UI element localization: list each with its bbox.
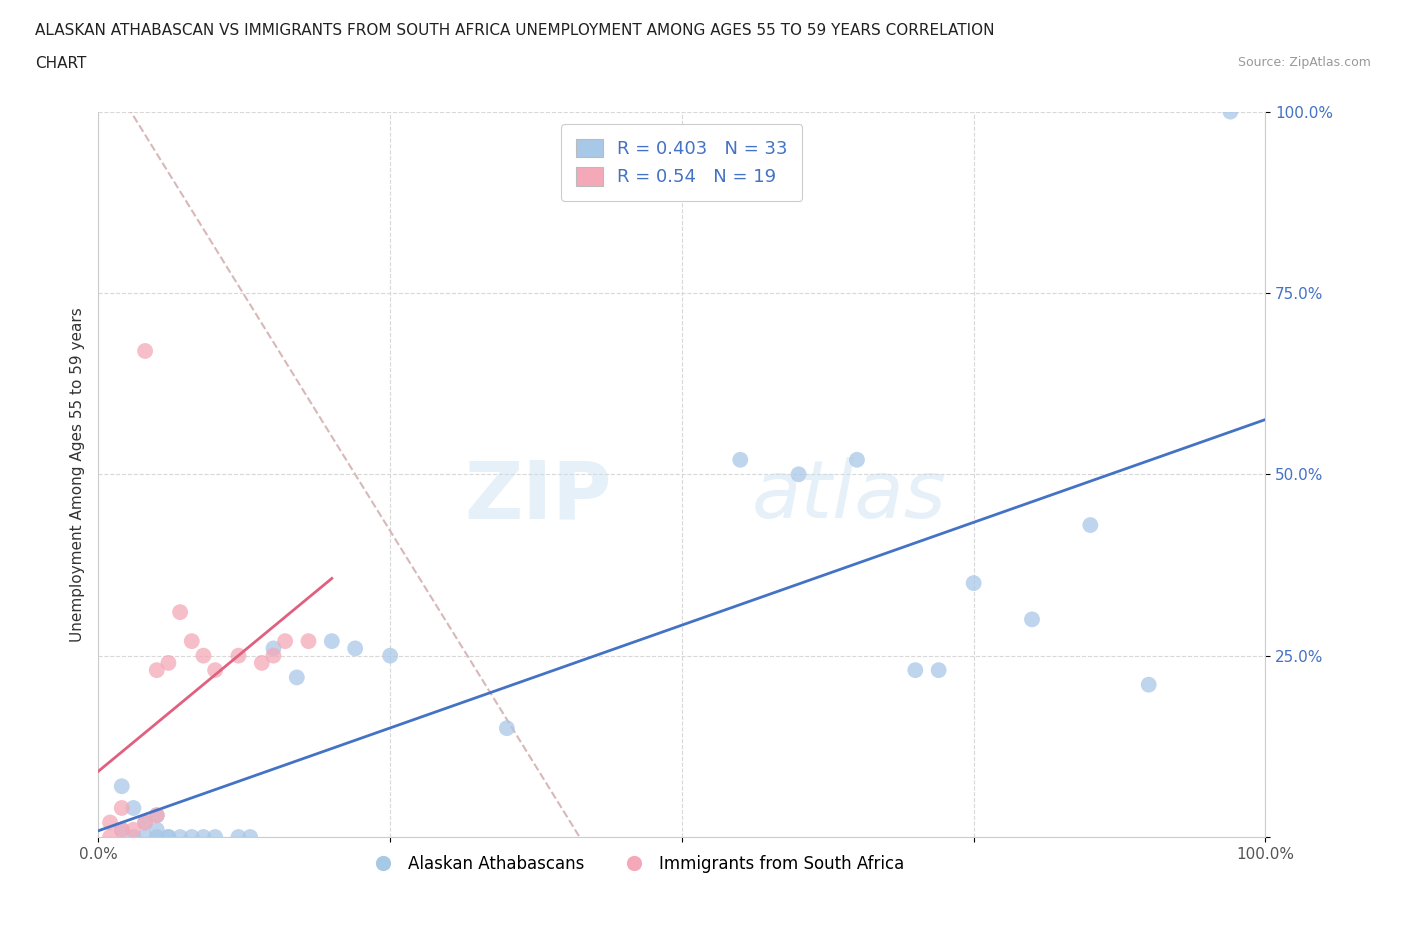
Point — [1080, 518, 1102, 533]
Point — [134, 815, 156, 830]
Text: CHART: CHART — [35, 56, 87, 71]
Point — [111, 822, 134, 837]
Point — [239, 830, 262, 844]
Point — [146, 822, 169, 837]
Point — [787, 467, 810, 482]
Text: Source: ZipAtlas.com: Source: ZipAtlas.com — [1237, 56, 1371, 69]
Point — [496, 721, 519, 736]
Point — [111, 778, 134, 793]
Point — [98, 815, 121, 830]
Point — [98, 830, 121, 844]
Text: ALASKAN ATHABASCAN VS IMMIGRANTS FROM SOUTH AFRICA UNEMPLOYMENT AMONG AGES 55 TO: ALASKAN ATHABASCAN VS IMMIGRANTS FROM SO… — [35, 23, 994, 38]
Point — [904, 663, 927, 678]
Point — [193, 648, 215, 663]
Point — [146, 663, 169, 678]
Point — [962, 576, 984, 591]
Point — [204, 830, 226, 844]
Point — [228, 830, 250, 844]
Y-axis label: Unemployment Among Ages 55 to 59 years: Unemployment Among Ages 55 to 59 years — [69, 307, 84, 642]
Point — [111, 801, 134, 816]
Point — [169, 604, 191, 619]
Point — [1137, 677, 1160, 692]
Point — [344, 641, 367, 656]
Point — [193, 830, 215, 844]
Point — [157, 830, 180, 844]
Point — [262, 641, 284, 656]
Point — [146, 808, 169, 823]
Point — [134, 815, 156, 830]
Point — [180, 830, 202, 844]
Point — [730, 452, 752, 467]
Point — [1021, 612, 1043, 627]
Point — [846, 452, 869, 467]
Text: ZIP: ZIP — [464, 457, 612, 535]
Legend: Alaskan Athabascans, Immigrants from South Africa: Alaskan Athabascans, Immigrants from Sou… — [360, 848, 911, 880]
Point — [157, 656, 180, 671]
Point — [122, 830, 145, 844]
Point — [122, 801, 145, 816]
Point — [134, 830, 156, 844]
Point — [180, 633, 202, 648]
Point — [380, 648, 402, 663]
Point — [285, 670, 308, 684]
Point — [274, 633, 297, 648]
Point — [297, 633, 319, 648]
Point — [321, 633, 343, 648]
Text: atlas: atlas — [752, 457, 946, 535]
Point — [204, 663, 226, 678]
Point — [111, 822, 134, 837]
Point — [146, 830, 169, 844]
Point — [169, 830, 191, 844]
Point — [122, 822, 145, 837]
Point — [262, 648, 284, 663]
Point — [250, 656, 273, 671]
Point — [146, 808, 169, 823]
Point — [928, 663, 950, 678]
Point — [228, 648, 250, 663]
Point — [1219, 104, 1241, 119]
Point — [134, 343, 156, 358]
Point — [157, 830, 180, 844]
